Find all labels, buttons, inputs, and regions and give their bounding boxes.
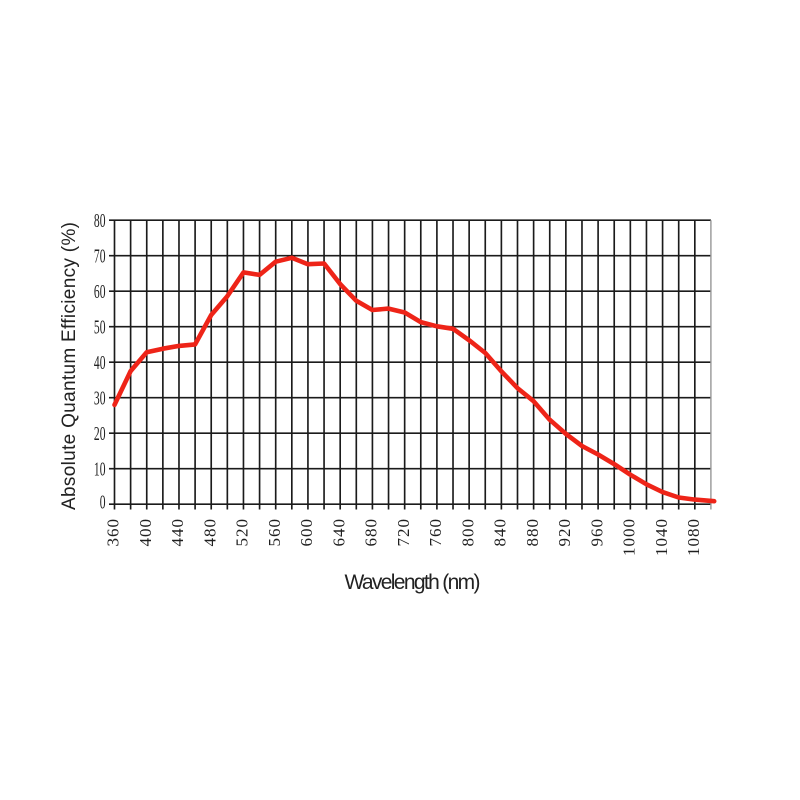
svg-text:30: 30	[94, 386, 106, 409]
svg-text:800: 800	[458, 518, 477, 547]
svg-text:520: 520	[233, 518, 252, 547]
svg-text:80: 80	[94, 208, 106, 231]
svg-text:400: 400	[136, 518, 155, 547]
svg-text:640: 640	[329, 518, 348, 547]
svg-text:1080: 1080	[684, 518, 703, 556]
svg-text:0: 0	[100, 490, 106, 513]
svg-text:60: 60	[94, 279, 106, 302]
svg-text:50: 50	[94, 315, 106, 338]
svg-text:960: 960	[587, 518, 606, 547]
svg-text:840: 840	[491, 518, 510, 547]
svg-text:10: 10	[94, 457, 106, 480]
svg-text:760: 760	[426, 518, 445, 547]
svg-text:600: 600	[297, 518, 316, 547]
svg-text:40: 40	[94, 350, 106, 373]
svg-text:920: 920	[555, 518, 574, 547]
svg-text:70: 70	[94, 244, 106, 267]
svg-text:360: 360	[104, 518, 123, 547]
svg-text:1000: 1000	[620, 518, 639, 556]
svg-text:20: 20	[94, 421, 106, 444]
svg-text:440: 440	[168, 518, 187, 547]
svg-text:720: 720	[394, 518, 413, 547]
svg-text:Wavelength (nm): Wavelength (nm)	[345, 571, 481, 594]
svg-text:480: 480	[200, 518, 219, 547]
svg-text:Absolute Quantum Efficiency (%: Absolute Quantum Efficiency (%)	[59, 222, 80, 510]
svg-text:680: 680	[362, 518, 381, 547]
svg-text:1040: 1040	[652, 518, 671, 556]
svg-text:880: 880	[523, 518, 542, 547]
svg-text:560: 560	[265, 518, 284, 547]
